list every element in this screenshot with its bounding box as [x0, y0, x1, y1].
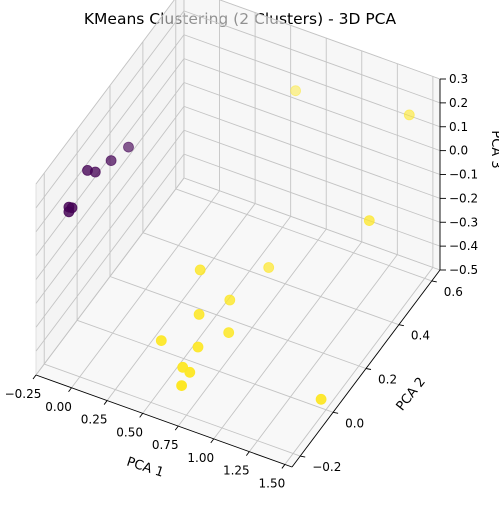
z-gridline	[218, 0, 441, 80]
data-point	[82, 164, 93, 176]
x-tick-mark	[210, 438, 215, 444]
z-tick-label: 0.0	[449, 144, 468, 158]
x-tick-label: 0.25	[81, 413, 108, 427]
data-point	[105, 155, 117, 167]
z-gridline	[35, 10, 185, 209]
data-point	[193, 308, 205, 320]
z-tick-label: 0.2	[449, 96, 468, 110]
x-tick-label: −0.25	[5, 387, 42, 401]
y-tick-mark	[333, 411, 339, 414]
z-gridline	[35, 34, 185, 233]
z-tick-label: −0.1	[449, 168, 478, 182]
data-point	[63, 206, 75, 218]
y-tick-mark	[365, 368, 372, 370]
z-gridline	[183, 177, 441, 271]
x-tick-label: 0.50	[116, 425, 143, 439]
data-point	[263, 262, 275, 273]
x-axis-label: PCA 1	[125, 455, 166, 481]
data-point	[403, 109, 415, 121]
z-tick-label: −0.3	[449, 215, 478, 229]
x-tick-mark	[32, 374, 37, 380]
x-tick-label: 0.00	[45, 400, 72, 414]
data-point	[155, 335, 167, 347]
y-gridline	[175, 188, 432, 282]
data-point	[290, 85, 302, 97]
y-gridline	[142, 232, 400, 326]
data-point	[123, 141, 134, 153]
y-tick-label: −0.2	[312, 460, 341, 474]
z-gridline	[183, 105, 441, 199]
z-gridline	[183, 82, 441, 175]
data-point	[176, 380, 188, 392]
data-point	[194, 264, 206, 276]
y-tick-label: 0.2	[378, 373, 397, 387]
x-tick-mark	[68, 387, 72, 393]
z-axis-label: PCA 3	[488, 130, 499, 168]
x-tick-mark	[245, 451, 250, 456]
z-gridline	[35, 153, 185, 352]
y-tick-mark	[398, 324, 404, 327]
z-gridline	[183, 34, 441, 128]
x-tick-label: 1.00	[187, 451, 214, 465]
x-tick-label: 1.25	[223, 464, 250, 478]
x-tick-mark	[174, 425, 179, 431]
y-tick-label: 0.0	[345, 416, 364, 430]
y-gridline	[76, 319, 334, 413]
z-tick-label: −0.5	[449, 263, 478, 277]
z-tick-label: −0.2	[449, 191, 478, 205]
z-gridline	[35, 0, 175, 185]
y-tick-label: 0.6	[444, 285, 463, 299]
data-point	[192, 341, 204, 353]
y-gridline	[109, 276, 367, 369]
x-tick-mark	[281, 464, 286, 469]
data-point	[315, 393, 327, 405]
data-point	[223, 327, 235, 339]
y-tick-mark	[431, 280, 437, 283]
z-tick-label: 0.3	[449, 72, 468, 86]
z-gridline	[183, 129, 441, 223]
z-tick-label: 0.1	[449, 120, 468, 134]
z-gridline	[183, 153, 441, 247]
z-gridline	[183, 10, 441, 104]
z-gridline	[35, 82, 185, 280]
data-point	[224, 294, 236, 306]
y-tick-label: 0.4	[411, 329, 430, 343]
data-point	[363, 215, 375, 227]
z-gridline	[35, 177, 185, 376]
z-tick-label: −0.4	[449, 239, 478, 253]
z-gridline	[183, 58, 441, 152]
z-gridline	[35, 129, 185, 328]
y-axis-label: PCA 2	[394, 375, 429, 414]
data-point	[184, 366, 196, 378]
y-tick-mark	[300, 455, 306, 458]
x-tick-label: 1.50	[259, 476, 286, 490]
x-tick-label: 0.75	[152, 438, 179, 452]
y-gridline	[44, 363, 301, 457]
x-tick-mark	[139, 413, 144, 418]
z-gridline	[35, 106, 185, 304]
x-tick-mark	[103, 400, 108, 405]
